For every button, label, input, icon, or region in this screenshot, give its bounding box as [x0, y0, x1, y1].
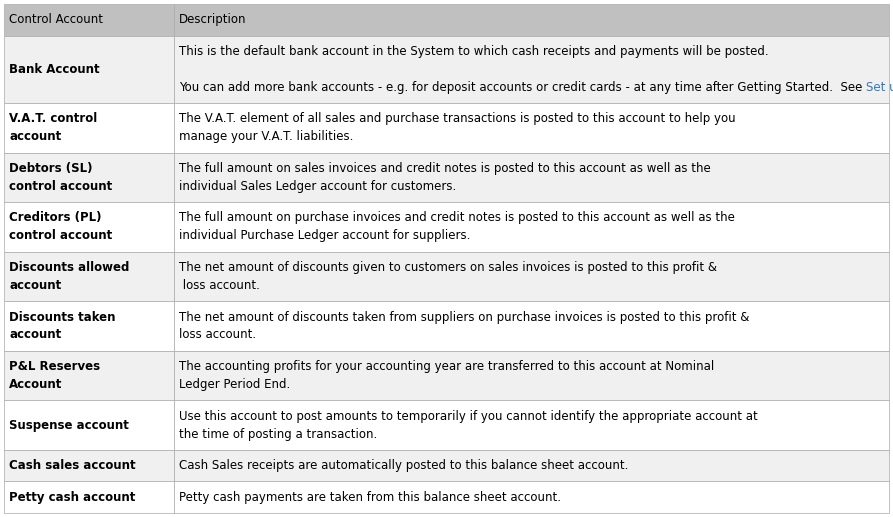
Text: The full amount on purchase invoices and credit notes is posted to this account : The full amount on purchase invoices and…	[179, 211, 735, 224]
Text: The net amount of discounts given to customers on sales invoices is posted to th: The net amount of discounts given to cus…	[179, 261, 717, 274]
Text: You can add more bank accounts - e.g. for deposit accounts or credit cards - at : You can add more bank accounts - e.g. fo…	[179, 81, 866, 94]
Text: V.A.T. control: V.A.T. control	[9, 112, 97, 125]
Text: Suspense account: Suspense account	[9, 419, 129, 432]
Bar	[174, 4, 889, 36]
Text: Cash Sales receipts are automatically posted to this balance sheet account.: Cash Sales receipts are automatically po…	[179, 459, 629, 472]
Text: Control Account: Control Account	[9, 13, 103, 26]
Bar	[174, 481, 889, 513]
Bar	[4, 481, 174, 513]
Text: Debtors (SL): Debtors (SL)	[9, 162, 93, 175]
Text: Use this account to post amounts to temporarily if you cannot identify the appro: Use this account to post amounts to temp…	[179, 409, 757, 422]
Text: manage your V.A.T. liabilities.: manage your V.A.T. liabilities.	[179, 130, 354, 143]
Text: The full amount on sales invoices and credit notes is posted to this account as : The full amount on sales invoices and cr…	[179, 162, 711, 175]
Text: Petty cash account: Petty cash account	[9, 491, 136, 504]
Text: control account: control account	[9, 180, 113, 193]
Text: Discounts taken: Discounts taken	[9, 311, 115, 324]
Text: Set up a Bank Account.: Set up a Bank Account.	[866, 81, 893, 94]
Text: individual Purchase Ledger account for suppliers.: individual Purchase Ledger account for s…	[179, 230, 471, 242]
Bar	[4, 153, 174, 202]
Text: individual Sales Ledger account for customers.: individual Sales Ledger account for cust…	[179, 180, 456, 193]
Text: Ledger Period End.: Ledger Period End.	[179, 378, 290, 391]
Text: account: account	[9, 328, 62, 341]
Text: The net amount of discounts taken from suppliers on purchase invoices is posted : The net amount of discounts taken from s…	[179, 311, 749, 324]
Bar	[4, 202, 174, 252]
Bar	[174, 450, 889, 481]
Bar	[4, 301, 174, 351]
Bar	[4, 351, 174, 400]
Text: Account: Account	[9, 378, 63, 391]
Bar	[4, 4, 174, 36]
Text: Petty cash payments are taken from this balance sheet account.: Petty cash payments are taken from this …	[179, 491, 561, 504]
Text: the time of posting a transaction.: the time of posting a transaction.	[179, 428, 377, 440]
Text: P&L Reserves: P&L Reserves	[9, 360, 100, 373]
Text: account: account	[9, 279, 62, 292]
Bar	[174, 351, 889, 400]
Text: This is the default bank account in the System to which cash receipts and paymen: This is the default bank account in the …	[179, 45, 769, 58]
Text: The V.A.T. element of all sales and purchase transactions is posted to this acco: The V.A.T. element of all sales and purc…	[179, 112, 736, 125]
Text: Cash sales account: Cash sales account	[9, 459, 136, 472]
Bar	[4, 400, 174, 450]
Text: The accounting profits for your accounting year are transferred to this account : The accounting profits for your accounti…	[179, 360, 714, 373]
Bar	[4, 36, 174, 103]
Text: loss account.: loss account.	[179, 328, 256, 341]
Bar	[4, 252, 174, 301]
Text: Creditors (PL): Creditors (PL)	[9, 211, 102, 224]
Bar	[174, 103, 889, 153]
Text: account: account	[9, 130, 62, 143]
Bar	[4, 103, 174, 153]
Bar	[174, 252, 889, 301]
Bar	[174, 301, 889, 351]
Bar	[174, 36, 889, 103]
Text: Bank Account: Bank Account	[9, 63, 100, 76]
Bar	[174, 400, 889, 450]
Bar	[174, 153, 889, 202]
Text: Description: Description	[179, 13, 246, 26]
Text: control account: control account	[9, 230, 113, 242]
Text: Discounts allowed: Discounts allowed	[9, 261, 129, 274]
Bar	[4, 450, 174, 481]
Bar	[174, 202, 889, 252]
Text: loss account.: loss account.	[179, 279, 260, 292]
